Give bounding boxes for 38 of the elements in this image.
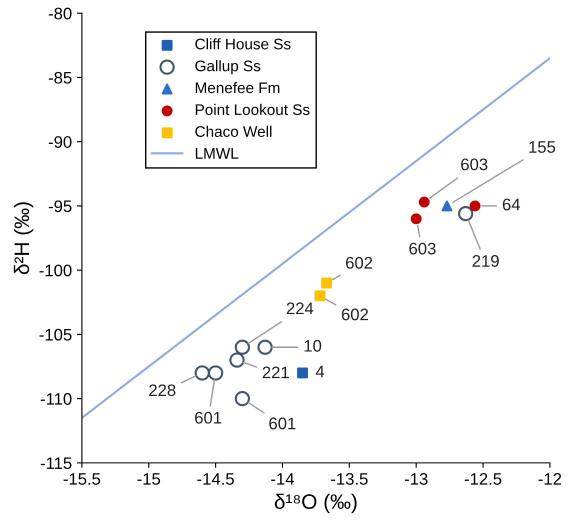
y-tick-label: -105 bbox=[40, 328, 72, 341]
y-tick-label: -80 bbox=[48, 8, 72, 20]
annotation: 601 bbox=[195, 412, 222, 424]
annotation: 602 bbox=[342, 308, 368, 320]
annotation: 10 bbox=[304, 340, 322, 352]
annotation: 228 bbox=[149, 384, 176, 396]
x-tick-label: -15.5 bbox=[64, 473, 100, 485]
legend-label: Point Lookout Ss bbox=[196, 104, 310, 116]
legend-label: Menefee Fm bbox=[196, 82, 280, 94]
y-tick-label: -110 bbox=[40, 393, 72, 405]
y-tick-label: -85 bbox=[48, 72, 72, 84]
legend-label: Chaco Well bbox=[195, 126, 272, 137]
y-tick-label: -90 bbox=[48, 136, 72, 148]
annotation: 64 bbox=[502, 198, 520, 210]
annotation: 224 bbox=[286, 302, 314, 314]
x-tick-label: -14 bbox=[271, 473, 294, 485]
annotation: 603 bbox=[409, 242, 436, 255]
annotation: 4 bbox=[316, 366, 324, 378]
x-tick-label: -12 bbox=[538, 473, 562, 485]
annotation: 155 bbox=[529, 141, 556, 153]
annotation: 221 bbox=[262, 366, 289, 378]
x-tick-label: -12.5 bbox=[464, 473, 502, 485]
legend-label: Cliff House Ss bbox=[195, 38, 291, 50]
y-tick-label: -115 bbox=[40, 457, 72, 470]
annotation: 603 bbox=[461, 158, 488, 170]
x-axis-title: δ¹⁸O (‰) bbox=[274, 494, 357, 514]
x-tick-label: -13 bbox=[404, 473, 428, 485]
legend-label: LMWL bbox=[196, 148, 238, 159]
legend-label: Gallup Ss bbox=[195, 60, 260, 74]
annotation: 219 bbox=[472, 255, 499, 267]
annotation: 602 bbox=[346, 256, 372, 269]
x-tick-label: -13.5 bbox=[331, 473, 368, 485]
x-tick-label: -15 bbox=[137, 473, 160, 485]
y-tick-label: -95 bbox=[48, 200, 72, 212]
annotation: 601 bbox=[269, 418, 296, 430]
x-tick-label: -14.5 bbox=[197, 473, 234, 485]
y-axis-title: δ²H (‰) bbox=[14, 202, 34, 274]
y-tick-label: -100 bbox=[40, 264, 72, 276]
